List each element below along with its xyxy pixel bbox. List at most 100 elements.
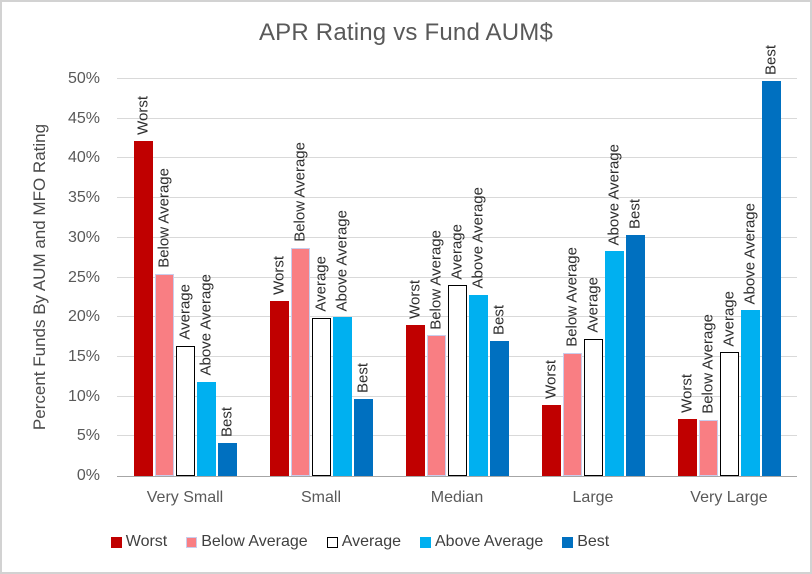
- bar-label-best: Best: [762, 44, 780, 75]
- bar-slot: Above Average: [604, 79, 624, 476]
- bar-slot: Below Average: [290, 79, 310, 476]
- bar-slot: Average: [583, 79, 603, 476]
- bar-label-best: Best: [626, 199, 644, 230]
- x-category-label-very-small: Very Small: [146, 489, 224, 506]
- bar-average-very-small: [175, 345, 195, 476]
- bar-slot: Below Average: [562, 79, 582, 476]
- legend-item-best: Best: [562, 533, 609, 551]
- bar-slot: Worst: [405, 79, 425, 476]
- legend: Worst Below Average Average Above Average Be…: [2, 533, 810, 551]
- gridline: [117, 276, 797, 278]
- gridline: [117, 197, 797, 199]
- legend-swatch-above-average: [420, 536, 431, 548]
- legend-label-below-average: Below Average: [201, 533, 308, 550]
- bar-label-above-average: Above Average: [741, 202, 759, 305]
- bar-group-small: Worst Below Average Average Above Average Be…: [253, 79, 389, 476]
- legend-item-average: Average: [326, 533, 401, 551]
- bar-label-average: Average: [448, 223, 466, 280]
- bar-below-average-median: [426, 335, 446, 476]
- bar-best-very-small: [217, 442, 237, 476]
- bar-average-median: [447, 285, 467, 476]
- bar-above-average-small: [332, 317, 352, 476]
- bar-label-worst: Worst: [406, 280, 424, 320]
- bar-slot: Worst: [677, 79, 697, 476]
- bar-label-best: Best: [354, 362, 372, 393]
- bar-label-below-average: Below Average: [291, 142, 309, 243]
- legend-label-best: Best: [577, 533, 610, 550]
- bar-worst-very-large: [677, 418, 697, 476]
- legend-label-average: Average: [341, 533, 401, 550]
- x-axis-category-labels: Very Small Small Median Large Very Large: [117, 489, 797, 507]
- bar-below-average-small: [290, 248, 310, 476]
- bar-group-very-small: Worst Below Average Average Above Average Be…: [117, 79, 253, 476]
- bar-slot: Above Average: [332, 79, 352, 476]
- gridline: [117, 117, 797, 119]
- bar-label-average: Average: [720, 290, 738, 347]
- bar-average-small: [311, 318, 331, 476]
- bar-slot: Worst: [269, 79, 289, 476]
- bar-worst-median: [405, 325, 425, 476]
- bar-label-average: Average: [312, 256, 330, 312]
- bar-slot: Average: [311, 79, 331, 476]
- y-tick-label: 10%: [67, 387, 100, 405]
- legend-swatch-best: [562, 536, 574, 548]
- bar-slot: Worst: [541, 79, 561, 476]
- bar-slot: Best: [217, 79, 237, 476]
- bar-label-best: Best: [218, 406, 236, 437]
- legend-item-worst: Worst: [110, 533, 167, 551]
- bar-slot: Best: [625, 79, 645, 476]
- bar-label-above-average: Above Average: [333, 209, 351, 312]
- y-tick-label: 50%: [67, 70, 100, 87]
- bar-worst-large: [541, 405, 561, 476]
- y-tick-label: 25%: [67, 268, 100, 286]
- bar-groups: Worst Below Average Average Above Average Be…: [117, 45, 797, 476]
- legend-swatch-average: [326, 536, 338, 548]
- bar-below-average-very-large: [698, 419, 718, 476]
- bar-slot: Below Average: [154, 79, 174, 476]
- gridline: [117, 236, 797, 238]
- legend-item-below-average: Below Average: [186, 533, 308, 551]
- legend-item-above-average: Above Average: [420, 533, 543, 551]
- x-category-label-large: Large: [572, 489, 614, 506]
- bar-slot: Average: [447, 79, 467, 476]
- legend-swatch-below-average: [186, 536, 198, 548]
- y-tick-label: 20%: [67, 308, 100, 326]
- bar-label-below-average: Below Average: [563, 247, 581, 347]
- bar-above-average-large: [604, 251, 624, 476]
- bar-average-large: [583, 338, 603, 476]
- bar-label-above-average: Above Average: [197, 274, 215, 376]
- plot-area: Worst Below Average Average Above Average Be…: [117, 45, 797, 477]
- bar-slot: Below Average: [698, 79, 718, 476]
- chart-title: APR Rating vs Fund AUM$: [258, 19, 554, 46]
- bar-average-very-large: [719, 352, 739, 476]
- x-category-label-small: Small: [300, 489, 341, 506]
- bar-slot: Below Average: [426, 79, 446, 476]
- bar-above-average-median: [468, 294, 488, 476]
- bar-label-below-average: Below Average: [155, 167, 173, 268]
- bar-label-above-average: Above Average: [469, 187, 487, 289]
- bar-best-small: [353, 398, 373, 476]
- y-tick-label: 30%: [67, 228, 100, 246]
- bar-slot: Best: [489, 79, 509, 476]
- bar-slot: Above Average: [740, 79, 760, 476]
- y-tick-label: 45%: [67, 109, 100, 127]
- y-tick-label: 0%: [76, 467, 100, 484]
- bar-label-below-average: Below Average: [427, 229, 445, 330]
- y-tick-label: 5%: [76, 427, 100, 445]
- bar-best-large: [625, 235, 645, 476]
- legend-swatch-worst: [110, 536, 122, 548]
- y-tick-label: 40%: [67, 149, 100, 167]
- bar-group-median: Worst Below Average Average Above Average Be…: [389, 79, 525, 476]
- bar-worst-small: [269, 301, 289, 476]
- bar-label-worst: Worst: [134, 96, 152, 135]
- y-axis-tick-labels: 0% 5% 10% 15% 20% 25% 30% 35% 40% 45% 50%: [2, 71, 108, 484]
- bar-label-average: Average: [584, 277, 602, 333]
- bar-label-worst: Worst: [270, 256, 288, 296]
- bar-label-best: Best: [490, 305, 508, 336]
- bar-label-worst: Worst: [678, 373, 696, 413]
- bar-group-very-large: Worst Below Average Average Above Average Be…: [661, 45, 797, 476]
- bar-label-average: Average: [176, 284, 194, 340]
- bar-group-large: Worst Below Average Average Above Average Be…: [525, 79, 661, 476]
- y-tick-label: 15%: [67, 347, 100, 365]
